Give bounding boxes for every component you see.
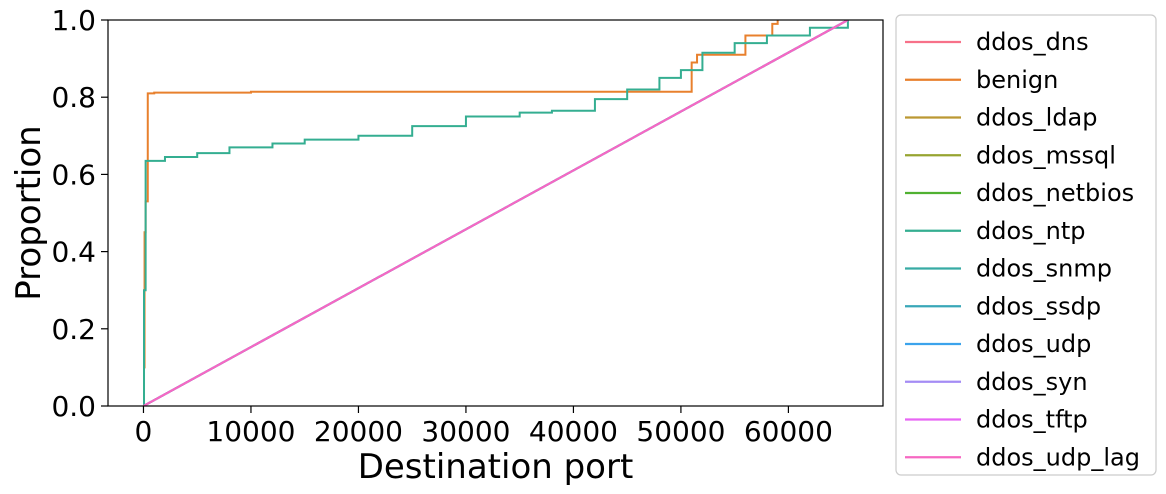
x-tick-label: 50000	[636, 415, 725, 448]
legend-item: ddos_ssdp	[905, 292, 1101, 320]
legend-label: ddos_mssql	[976, 141, 1116, 169]
y-tick-label: 0.8	[51, 81, 96, 114]
y-axis-label: Proportion	[9, 125, 49, 300]
legend-item: ddos_mssql	[905, 141, 1116, 169]
legend-label: benign	[976, 66, 1058, 94]
series-line-benign	[143, 20, 779, 406]
legend-label: ddos_tftp	[976, 406, 1088, 434]
x-tick-label: 40000	[529, 415, 618, 448]
x-axis-label: Destination port	[358, 447, 634, 487]
legend-label: ddos_dns	[976, 28, 1089, 56]
legend-item: ddos_syn	[905, 368, 1088, 396]
legend-label: ddos_ssdp	[976, 292, 1101, 320]
x-tick-label: 30000	[421, 415, 510, 448]
legend-item: ddos_udp	[905, 330, 1091, 358]
plot-frame	[107, 19, 884, 407]
y-tick-label: 0.0	[51, 390, 96, 423]
y-tick-label: 1.0	[51, 4, 96, 37]
legend-label: ddos_snmp	[976, 255, 1112, 283]
legend-label: ddos_udp_lag	[976, 443, 1140, 471]
legend-item: benign	[905, 66, 1058, 94]
legend-item: ddos_ldap	[905, 104, 1098, 132]
legend-label: ddos_syn	[976, 368, 1088, 396]
legend-item: ddos_ntp	[905, 217, 1086, 245]
legend-item: ddos_tftp	[905, 406, 1088, 434]
y-tick-label: 0.6	[51, 158, 96, 191]
legend-label: ddos_udp	[976, 330, 1091, 358]
legend-label: ddos_ldap	[976, 104, 1098, 132]
legend-item: ddos_dns	[905, 28, 1089, 56]
series-line-ddos-ntp	[143, 20, 849, 406]
x-axis: 0 10000 20000 30000 40000 50000 60000	[135, 406, 833, 448]
series-line-ddos-udp-lag	[142, 20, 849, 406]
x-tick-label: 10000	[206, 415, 295, 448]
y-tick-label: 0.4	[51, 236, 96, 269]
legend-item: ddos_netbios	[905, 179, 1134, 207]
x-tick-label: 60000	[744, 415, 833, 448]
x-tick-label: 20000	[314, 415, 403, 448]
legend-label: ddos_netbios	[976, 179, 1134, 207]
legend-item: ddos_udp_lag	[905, 443, 1140, 471]
legend-frame	[895, 14, 1157, 476]
legend-label: ddos_ntp	[976, 217, 1086, 245]
legend-item: ddos_snmp	[905, 255, 1112, 283]
x-tick-label: 0	[135, 415, 153, 448]
plot-lines	[142, 20, 849, 406]
y-tick-label: 0.2	[51, 313, 96, 346]
y-axis: 0.0 0.2 0.4 0.6 0.8 1.0	[51, 4, 108, 423]
